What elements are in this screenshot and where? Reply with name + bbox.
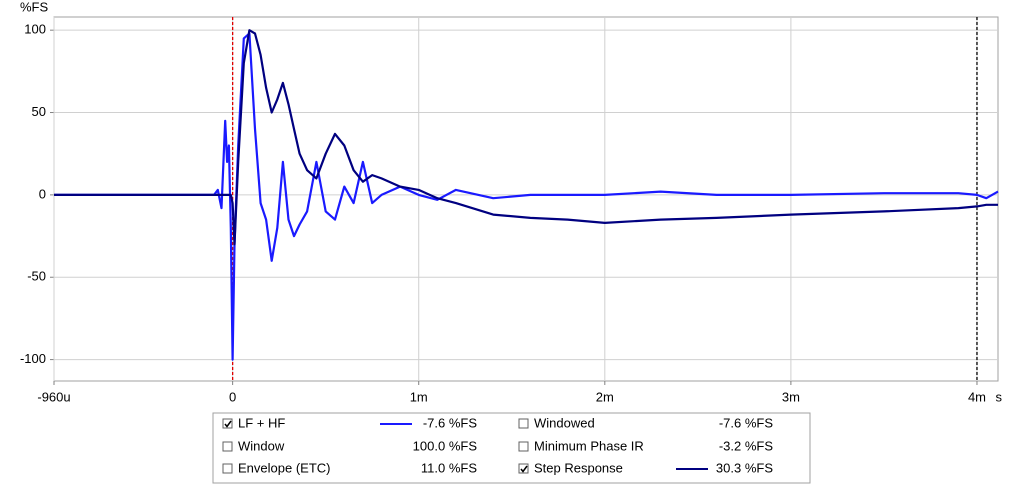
data-line <box>54 29 998 246</box>
legend-checkbox[interactable] <box>518 418 529 429</box>
legend-readout: 100.0 %FS <box>413 438 478 453</box>
legend-checkbox[interactable] <box>518 441 529 452</box>
x-tick-label: -960u <box>37 389 70 404</box>
y-tick-label: 100 <box>24 22 46 37</box>
legend-check <box>520 465 528 473</box>
legend-checkbox[interactable] <box>222 418 233 429</box>
legend-readout: -3.2 %FS <box>719 438 774 453</box>
legend-readout: -7.6 %FS <box>423 415 478 430</box>
y-axis-label: %FS <box>20 0 49 14</box>
legend-readout: 11.0 %FS <box>421 460 477 475</box>
x-tick-label: 0 <box>229 389 236 404</box>
legend-label: LF + HF <box>238 415 285 430</box>
legend-label: Step Response <box>534 460 623 475</box>
plot-area <box>53 16 999 382</box>
x-axis-label: s <box>996 389 1003 404</box>
legend-label: Minimum Phase IR <box>534 438 644 453</box>
legend-checkbox[interactable] <box>518 463 529 474</box>
legend-checkbox[interactable] <box>222 463 233 474</box>
x-tick-label: 3m <box>782 389 800 404</box>
x-tick-label: 2m <box>596 389 614 404</box>
x-tick-label: 1m <box>410 389 428 404</box>
y-tick-label: 0 <box>39 186 46 201</box>
legend <box>212 412 811 484</box>
legend-readout: -7.6 %FS <box>719 415 774 430</box>
legend-readout: 30.3 %FS <box>716 460 773 475</box>
legend-check <box>224 420 232 428</box>
y-tick-label: -100 <box>20 351 46 366</box>
legend-label: Window <box>238 438 285 453</box>
legend-label: Windowed <box>534 415 595 430</box>
y-tick-label: -50 <box>27 269 46 284</box>
legend-checkbox[interactable] <box>222 441 233 452</box>
data-line <box>54 32 999 361</box>
legend-label: Envelope (ETC) <box>238 460 330 475</box>
x-tick-label: 4m <box>968 389 986 404</box>
y-tick-label: 50 <box>32 104 46 119</box>
